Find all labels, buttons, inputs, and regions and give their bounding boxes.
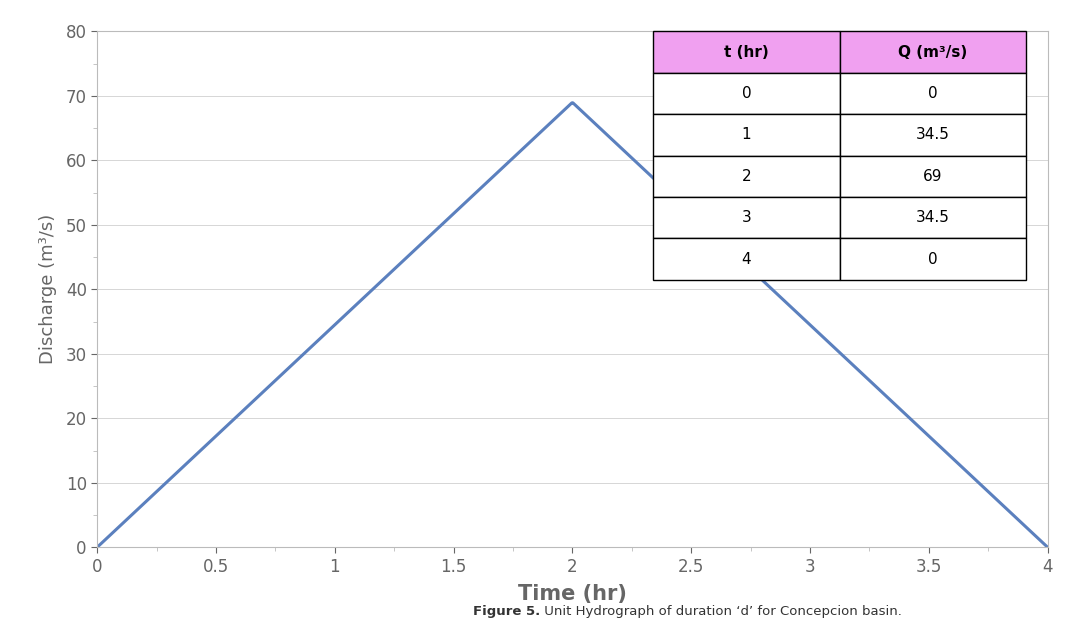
Text: Figure 5.: Figure 5. bbox=[473, 604, 540, 618]
Text: 1: 1 bbox=[742, 128, 752, 143]
FancyBboxPatch shape bbox=[840, 238, 1026, 280]
Text: Unit Hydrograph of duration ‘d’ for Concepcion basin.: Unit Hydrograph of duration ‘d’ for Conc… bbox=[540, 604, 902, 618]
Text: 0: 0 bbox=[742, 86, 752, 101]
Text: 2: 2 bbox=[742, 169, 752, 184]
FancyBboxPatch shape bbox=[840, 114, 1026, 155]
FancyBboxPatch shape bbox=[653, 73, 840, 114]
Text: t (hr): t (hr) bbox=[725, 45, 769, 60]
FancyBboxPatch shape bbox=[653, 31, 840, 73]
Text: 4: 4 bbox=[742, 252, 752, 267]
FancyBboxPatch shape bbox=[840, 197, 1026, 238]
FancyBboxPatch shape bbox=[840, 155, 1026, 197]
Text: 34.5: 34.5 bbox=[916, 128, 949, 143]
Text: 0: 0 bbox=[928, 252, 937, 267]
FancyBboxPatch shape bbox=[653, 114, 840, 155]
FancyBboxPatch shape bbox=[840, 73, 1026, 114]
FancyBboxPatch shape bbox=[840, 31, 1026, 73]
Text: 3: 3 bbox=[742, 210, 752, 225]
Y-axis label: Discharge (m³/s): Discharge (m³/s) bbox=[39, 214, 57, 364]
FancyBboxPatch shape bbox=[653, 197, 840, 238]
X-axis label: Time (hr): Time (hr) bbox=[518, 584, 626, 604]
Text: 69: 69 bbox=[923, 169, 943, 184]
Text: 0: 0 bbox=[928, 86, 937, 101]
Text: Q (m³/s): Q (m³/s) bbox=[899, 45, 968, 60]
FancyBboxPatch shape bbox=[653, 238, 840, 280]
Text: 34.5: 34.5 bbox=[916, 210, 949, 225]
FancyBboxPatch shape bbox=[653, 155, 840, 197]
